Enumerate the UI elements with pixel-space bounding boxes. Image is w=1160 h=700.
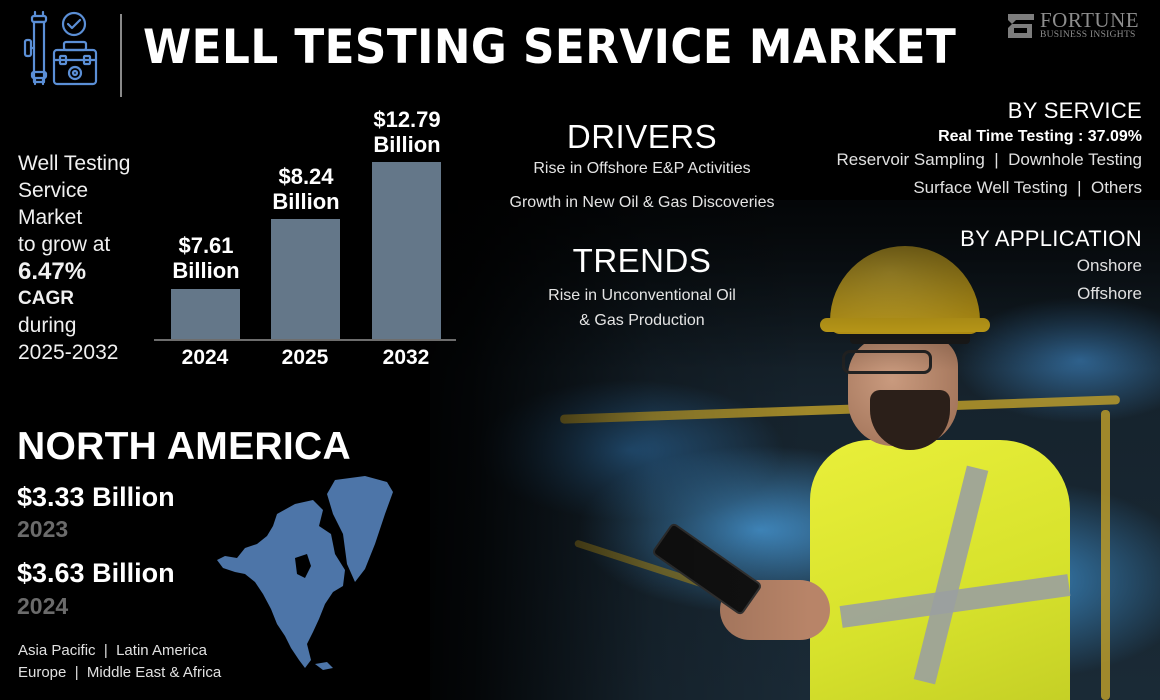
photo-dark-fade <box>380 100 1160 700</box>
bar-value-label-2032: $12.79 Billion <box>373 107 441 157</box>
by-application-section: BY APPLICATION Onshore Offshore <box>960 226 1142 308</box>
brand-name: FORTUNE <box>1040 8 1140 32</box>
driver-item: Rise in Offshore E&P Activities <box>533 160 751 177</box>
chart-x-axis <box>154 339 456 341</box>
cagr-line: Well Testing <box>18 152 131 175</box>
cagr-rate: 6.47% <box>18 258 87 285</box>
bar-2024 <box>171 289 240 340</box>
application-item: Onshore <box>1076 256 1142 275</box>
by-service-heading: BY SERVICE <box>1007 98 1142 123</box>
cagr-line: Service <box>18 179 89 202</box>
cagr-line: to grow at <box>18 233 111 256</box>
pipe-and-toolbox-icon <box>23 10 98 86</box>
region-year-2023: 2023 <box>17 516 69 542</box>
x-tick-label: 2024 <box>181 346 229 369</box>
service-highlight: Real Time Testing : 37.09% <box>938 128 1142 145</box>
bar-value-label-2024: $7.61 Billion <box>172 233 240 283</box>
trends-heading: TRENDS <box>572 242 712 279</box>
by-service-section: BY SERVICE Real Time Testing : 37.09% Re… <box>836 98 1142 202</box>
x-tick-label: 2025 <box>281 346 329 369</box>
other-regions-row: Europe | Middle East & Africa <box>18 664 222 681</box>
cagr-summary: Well Testing Service Market to grow at 6… <box>18 150 130 366</box>
x-tick-label: 2032 <box>382 346 430 369</box>
fb-logo-mark-icon <box>1008 13 1034 38</box>
driver-item: Growth in New Oil & Gas Discoveries <box>509 194 775 211</box>
trend-item: & Gas Production <box>579 312 705 329</box>
region-value-2023: $3.33 Billion <box>17 482 175 512</box>
fortune-business-insights-logo: FORTUNE BUSINESS INSIGHTS <box>1006 10 1139 41</box>
north-america-map-icon <box>217 476 393 670</box>
drivers-section: DRIVERS Rise in Offshore E&P Activities … <box>490 118 794 214</box>
bar-value-label-2025: $8.24 Billion <box>272 164 340 214</box>
bar-2025 <box>271 219 340 340</box>
other-regions: Asia Pacific | Latin America Europe | Mi… <box>18 640 221 684</box>
region-year-2024: 2024 <box>17 593 69 619</box>
bar-2032 <box>372 162 441 340</box>
cagr-line: during <box>18 314 77 337</box>
application-item: Offshore <box>1077 284 1142 303</box>
region-value-2024: $3.63 Billion <box>17 558 175 588</box>
other-regions-row: Asia Pacific | Latin America <box>18 642 207 659</box>
cagr-line: Market <box>18 206 83 229</box>
cagr-period: 2025-2032 <box>18 341 119 364</box>
market-size-bar-chart: $7.61 Billion $8.24 Billion $12.79 Billion … <box>154 100 456 372</box>
trends-section: TRENDS Rise in Unconventional Oil & Gas … <box>490 242 794 333</box>
service-list-row: Reservoir Sampling | Downhole Testing <box>836 150 1142 169</box>
by-application-heading: BY APPLICATION <box>960 226 1142 251</box>
drivers-heading: DRIVERS <box>566 118 718 155</box>
header-divider <box>120 14 122 97</box>
service-list-row: Surface Well Testing | Others <box>913 178 1142 197</box>
region-title: NORTH AMERICA <box>17 425 351 468</box>
trend-item: Rise in Unconventional Oil <box>548 287 736 304</box>
page-title: WELL TESTING SERVICE MARKET <box>143 20 957 75</box>
cagr-label: CAGR <box>18 288 74 309</box>
brand-subtitle: BUSINESS INSIGHTS <box>1040 30 1136 40</box>
